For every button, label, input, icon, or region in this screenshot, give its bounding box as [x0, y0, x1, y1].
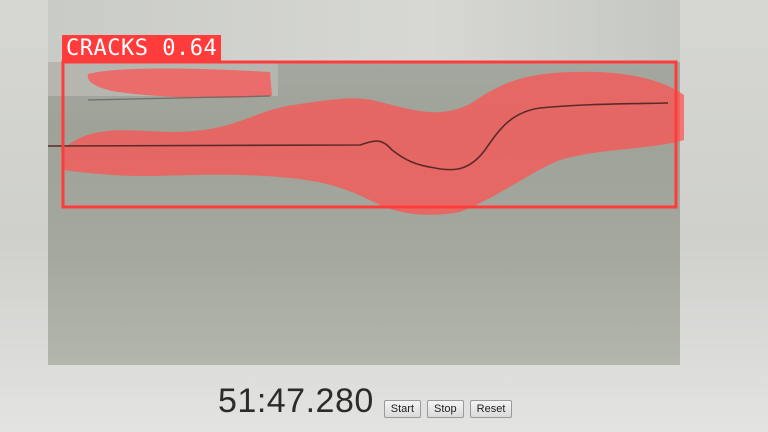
crack-line [47, 102, 669, 171]
crack-mask [62, 71, 684, 215]
stopwatch-time: 51:47.280 [218, 382, 374, 420]
stopwatch-controls: 51:47.280 Start Stop Reset [218, 382, 518, 421]
detection-label: CRACKS 0.64 [62, 35, 222, 62]
crack-mask-upper [87, 68, 272, 99]
start-button[interactable]: Start [383, 399, 421, 418]
stop-button[interactable]: Stop [427, 399, 464, 418]
reset-button[interactable]: Reset [469, 399, 513, 418]
ledge-edge [87, 95, 271, 101]
detection-box [61, 60, 678, 209]
